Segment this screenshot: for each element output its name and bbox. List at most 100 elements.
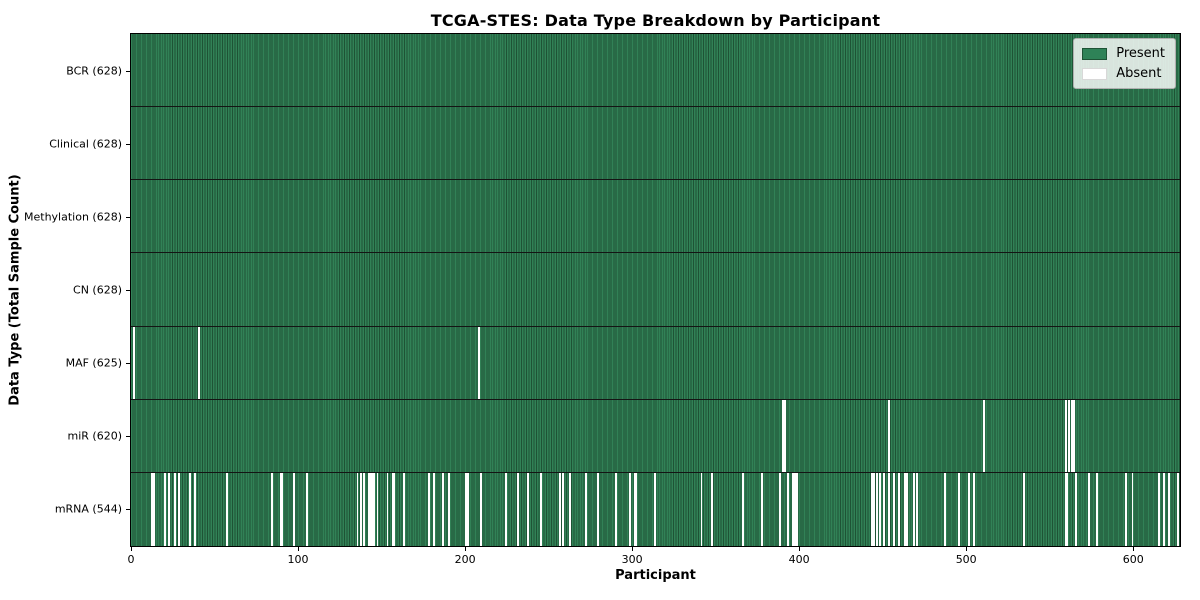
- absent-stripe: [194, 472, 197, 546]
- absent-stripe: [1096, 472, 1099, 546]
- absent-stripe: [982, 399, 985, 472]
- absent-stripe: [505, 472, 508, 546]
- absent-stripe: [480, 472, 482, 546]
- absent-stripe: [356, 472, 359, 546]
- y-tick-mark: [126, 509, 130, 511]
- absent-stripe: [912, 472, 915, 546]
- absent-stripe: [197, 326, 200, 399]
- absent-stripe: [363, 472, 366, 546]
- absent-stripe: [368, 472, 371, 546]
- heatmap-row-maf: [131, 326, 1180, 400]
- absent-stripe: [152, 472, 155, 546]
- x-tick-label-200: 200: [454, 553, 476, 566]
- absent-stripe: [177, 472, 180, 546]
- absent-stripe: [792, 472, 795, 546]
- absent-stripe: [957, 472, 960, 546]
- absent-stripe: [784, 399, 786, 472]
- absent-stripe: [1176, 472, 1179, 546]
- y-tick-mark: [126, 436, 130, 438]
- absent-stripe: [1074, 472, 1077, 546]
- absent-stripe: [872, 472, 875, 546]
- absent-stripe: [516, 472, 519, 546]
- legend-swatch-absent-icon: [1082, 67, 1108, 80]
- absent-stripe: [167, 472, 170, 546]
- absent-stripe: [782, 399, 785, 472]
- absent-stripe: [281, 472, 284, 546]
- absent-stripe: [875, 472, 878, 546]
- y-tick-mark: [126, 70, 130, 72]
- absent-stripe: [478, 326, 481, 399]
- absent-stripe: [1073, 399, 1075, 472]
- legend: Present Absent: [1073, 38, 1176, 89]
- absent-stripe: [760, 472, 763, 546]
- legend-swatch-present-icon: [1082, 47, 1108, 60]
- x-tick-label-400: 400: [788, 553, 810, 566]
- absent-stripe: [1066, 472, 1069, 546]
- absent-stripe: [540, 472, 543, 546]
- x-tick-label-600: 600: [1122, 553, 1144, 566]
- absent-stripe: [293, 472, 295, 546]
- x-tick-mark: [966, 547, 968, 551]
- absent-stripe: [879, 472, 882, 546]
- x-tick-mark: [298, 547, 300, 551]
- absent-stripe: [391, 472, 394, 546]
- absent-stripe: [916, 472, 918, 546]
- absent-stripe: [887, 472, 890, 546]
- heatmap-row-methylation: [131, 180, 1180, 254]
- absent-stripe: [882, 472, 885, 546]
- absent-stripe: [428, 472, 431, 546]
- absent-stripe: [466, 472, 469, 546]
- absent-stripe: [742, 472, 745, 546]
- absent-stripe: [794, 472, 797, 546]
- absent-stripe: [376, 472, 379, 546]
- absent-stripe: [369, 472, 372, 546]
- absent-stripe: [271, 472, 274, 546]
- absent-stripe: [700, 472, 703, 546]
- absent-stripe: [433, 472, 436, 546]
- legend-label-absent: Absent: [1116, 66, 1162, 81]
- absent-stripe: [904, 472, 907, 546]
- absent-stripe: [887, 399, 890, 472]
- absent-stripe: [628, 472, 631, 546]
- x-tick-mark: [465, 547, 467, 551]
- absent-stripe: [568, 472, 571, 546]
- heatmap-row-bcr: [131, 34, 1180, 108]
- absent-stripe: [944, 472, 947, 546]
- absent-stripe: [897, 472, 900, 546]
- absent-stripe: [585, 472, 588, 546]
- absent-stripe: [1158, 472, 1161, 546]
- absent-stripe: [386, 472, 389, 546]
- absent-stripe: [393, 472, 396, 546]
- absent-stripe: [1064, 399, 1067, 472]
- absent-stripe: [403, 472, 406, 546]
- absent-stripe: [526, 472, 529, 546]
- absent-stripe: [174, 472, 177, 546]
- absent-stripe: [279, 472, 282, 546]
- absent-stripe: [597, 472, 599, 546]
- absent-stripe: [558, 472, 561, 546]
- absent-stripe: [371, 472, 374, 546]
- absent-stripe: [1168, 472, 1171, 546]
- legend-label-present: Present: [1116, 46, 1165, 61]
- heatmap-row-cn: [131, 253, 1180, 327]
- absent-stripe: [967, 472, 970, 546]
- absent-stripe: [448, 472, 451, 546]
- absent-stripe: [635, 472, 638, 546]
- absent-stripe: [359, 472, 362, 546]
- absent-stripe: [561, 472, 564, 546]
- x-tick-label-0: 0: [127, 553, 135, 566]
- x-axis-label: Participant: [615, 568, 696, 583]
- absent-stripe: [892, 472, 895, 546]
- absent-stripe: [1088, 472, 1091, 546]
- y-tick-label-clinical: Clinical (628): [49, 137, 122, 151]
- absent-stripe: [795, 472, 798, 546]
- y-tick-mark: [126, 143, 130, 145]
- y-tick-label-methylation: Methylation (628): [24, 210, 122, 224]
- y-tick-mark: [126, 290, 130, 291]
- absent-stripe: [151, 472, 153, 546]
- absent-stripe: [1022, 472, 1025, 546]
- absent-stripe: [164, 472, 167, 546]
- absent-stripe: [1131, 472, 1134, 546]
- heatmap-row-mir: [131, 399, 1180, 473]
